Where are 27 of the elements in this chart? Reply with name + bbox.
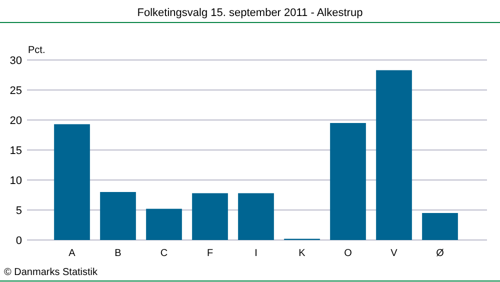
bar <box>422 213 458 240</box>
bar <box>330 123 366 240</box>
y-tick-label: 30 <box>10 55 22 67</box>
x-tick-label: K <box>298 248 306 259</box>
y-tick-label: 5 <box>16 205 22 217</box>
bar <box>376 70 412 240</box>
y-axis-title: Pct. <box>28 45 46 56</box>
y-tick-label: 15 <box>10 145 22 157</box>
text: © Danmarks Statistik <box>4 267 98 278</box>
x-tick-label: B <box>114 248 122 259</box>
y-tick-label: 0 <box>16 235 22 247</box>
x-tick-label: O <box>344 248 352 259</box>
x-tick-label: C <box>160 248 168 259</box>
bar <box>192 193 228 240</box>
x-tick-label: I <box>254 248 258 259</box>
bar <box>238 193 274 240</box>
chart-title: Folketingsvalg 15. september 2011 - Alkestrup <box>137 7 363 19</box>
y-tick-label: 10 <box>10 175 22 187</box>
y-tick-label: 20 <box>10 115 22 127</box>
x-tick-label: A <box>68 248 76 259</box>
x-tick-label: V <box>390 248 398 259</box>
y-tick-label: 25 <box>10 85 22 97</box>
x-tick-label: Ø <box>436 248 444 259</box>
bar <box>100 192 136 240</box>
bar <box>54 124 90 240</box>
bar <box>146 208 182 240</box>
x-tick-label: F <box>206 248 214 259</box>
